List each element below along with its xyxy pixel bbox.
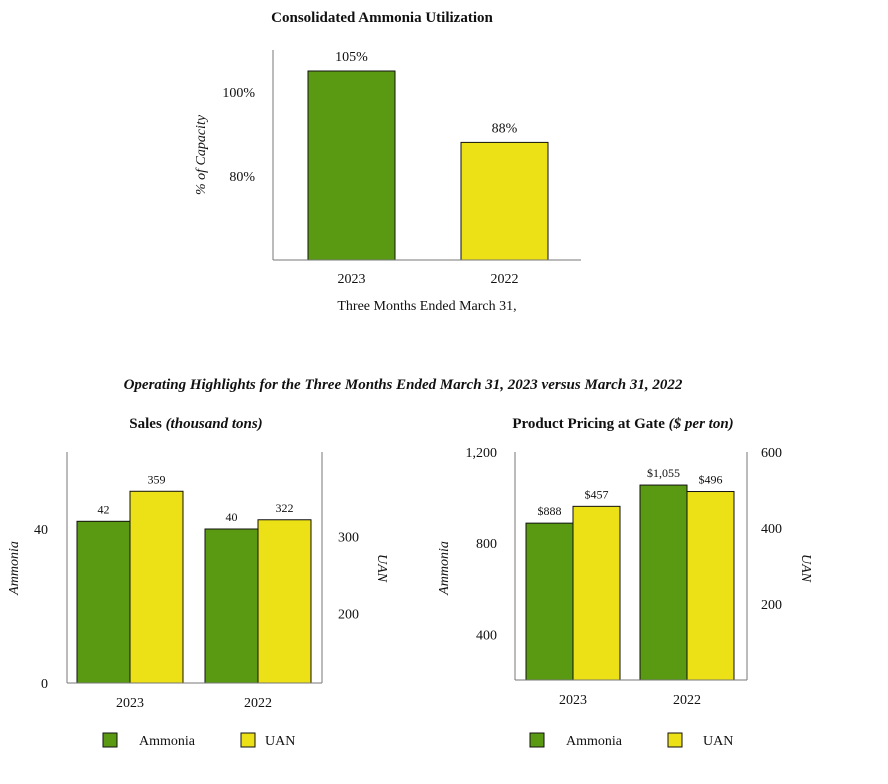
pricing-bar-uan-2023 xyxy=(572,505,621,681)
sales-bar-uan-2023 xyxy=(129,490,184,684)
sales-legend-label-uan: UAN xyxy=(265,734,295,749)
sales-data-label-ammonia-2022: 40 xyxy=(226,510,238,524)
utilization-bar-2022 xyxy=(460,141,549,261)
pricing-x-tick-2023: 2023 xyxy=(559,693,587,708)
pricing-right-y-tick-200: 200 xyxy=(761,598,782,613)
pricing-x-tick-2022: 2022 xyxy=(673,693,701,708)
sales-right-y-tick-200: 200 xyxy=(338,608,359,623)
pricing-right-y-tick-600: 600 xyxy=(761,446,782,461)
sales-x-tick-2022: 2022 xyxy=(244,696,272,711)
sales-legend: Ammonia UAN xyxy=(102,732,295,749)
pricing-chart-title: Product Pricing at Gate ($ per ton) xyxy=(512,416,733,432)
utilization-bar-2023 xyxy=(307,70,396,261)
pricing-left-y-tick-800: 800 xyxy=(476,537,497,552)
utilization-y-tick-80: 80% xyxy=(229,170,255,185)
pricing-legend: Ammonia UAN xyxy=(529,732,733,749)
pricing-legend-label-ammonia: Ammonia xyxy=(566,734,623,749)
pricing-data-label-uan-2023: $457 xyxy=(585,487,609,501)
sales-bar-ammonia-2023 xyxy=(76,520,131,684)
pricing-data-label-uan-2022: $496 xyxy=(699,473,723,487)
pricing-data-label-ammonia-2023: $888 xyxy=(538,504,562,518)
pricing-y-ticks: 400 800 1,200 200 400 600 xyxy=(466,446,783,643)
pricing-legend-swatch-ammonia xyxy=(529,732,545,748)
sales-left-y-tick-0: 0 xyxy=(41,677,48,692)
sales-legend-swatch-uan xyxy=(240,732,256,748)
pricing-data-label-ammonia-2022: $1,055 xyxy=(647,466,680,480)
pricing-legend-swatch-uan xyxy=(667,732,683,748)
utilization-data-label-2022: 88% xyxy=(492,121,518,136)
utilization-bars: 105% 2023 88% 2022 xyxy=(307,50,549,287)
pricing-bar-uan-2022 xyxy=(686,491,735,681)
pricing-bar-ammonia-2022 xyxy=(639,484,688,681)
sales-right-y-tick-300: 300 xyxy=(338,531,359,546)
sales-legend-swatch-ammonia xyxy=(102,732,118,748)
pricing-right-y-tick-400: 400 xyxy=(761,522,782,537)
utilization-chart-title: Consolidated Ammonia Utilization xyxy=(271,10,493,26)
pricing-left-axis-label: Ammonia xyxy=(437,541,452,596)
pricing-bars: $888 $457 2023 $1,055 $496 2022 xyxy=(525,466,735,708)
sales-left-y-tick-40: 40 xyxy=(34,523,48,538)
sales-title-main: Sales xyxy=(129,416,162,432)
utilization-chart: Consolidated Ammonia Utilization % of Ca… xyxy=(194,10,581,314)
sales-bar-ammonia-2022 xyxy=(204,528,259,684)
sales-y-ticks: 0 40 200 300 xyxy=(34,523,359,692)
utilization-y-ticks: 80% 100% xyxy=(222,86,255,185)
sales-chart: Sales (thousand tons) Ammonia UAN 0 40 200… xyxy=(7,416,389,749)
pricing-left-y-tick-400: 400 xyxy=(476,628,497,643)
utilization-x-tick-2022: 2022 xyxy=(491,272,519,287)
sales-data-label-uan-2023: 359 xyxy=(148,472,166,486)
sales-x-tick-2023: 2023 xyxy=(116,696,144,711)
sales-left-axis-label: Ammonia xyxy=(7,541,22,596)
sales-title-units: (thousand tons) xyxy=(166,416,263,432)
sales-bars: 42 359 2023 40 322 2022 xyxy=(76,472,312,711)
sales-data-label-ammonia-2023: 42 xyxy=(98,502,110,516)
sales-bar-uan-2022 xyxy=(257,519,312,684)
operating-highlights-heading: Operating Highlights for the Three Month… xyxy=(124,377,683,393)
utilization-data-label-2023: 105% xyxy=(335,50,368,65)
utilization-y-axis-label: % of Capacity xyxy=(194,114,209,195)
utilization-x-tick-2023: 2023 xyxy=(338,272,366,287)
utilization-y-tick-100: 100% xyxy=(222,86,255,101)
sales-chart-title: Sales (thousand tons) xyxy=(129,416,262,432)
pricing-right-axis-label: UAN xyxy=(798,554,813,583)
pricing-title-main: Product Pricing at Gate xyxy=(512,416,665,432)
pricing-title-units: ($ per ton) xyxy=(669,416,734,432)
sales-legend-label-ammonia: Ammonia xyxy=(139,734,196,749)
pricing-chart: Product Pricing at Gate ($ per ton) Ammo… xyxy=(437,416,813,749)
pricing-left-y-tick-1200: 1,200 xyxy=(466,446,498,461)
pricing-legend-label-uan: UAN xyxy=(703,734,733,749)
sales-right-axis-label: UAN xyxy=(374,554,389,583)
utilization-x-axis-label: Three Months Ended March 31, xyxy=(337,299,516,314)
pricing-bar-ammonia-2023 xyxy=(525,522,574,681)
sales-data-label-uan-2022: 322 xyxy=(276,501,294,515)
